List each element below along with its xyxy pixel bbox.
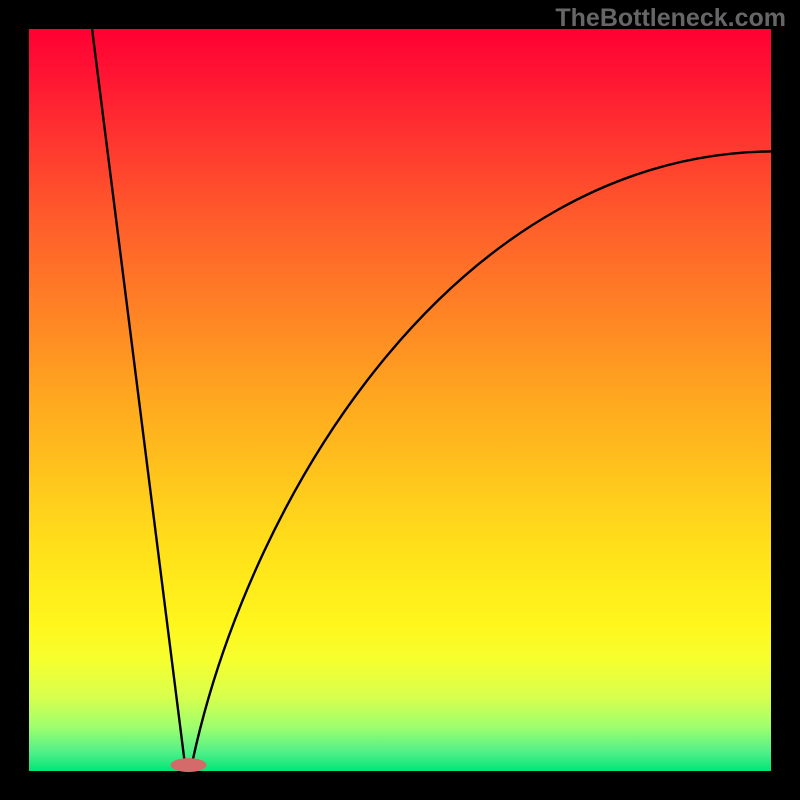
chart-container: TheBottleneck.com [0,0,800,800]
optimal-marker [171,758,207,772]
plot-area [29,29,771,771]
bottleneck-chart [0,0,800,800]
watermark-text: TheBottleneck.com [555,4,786,33]
